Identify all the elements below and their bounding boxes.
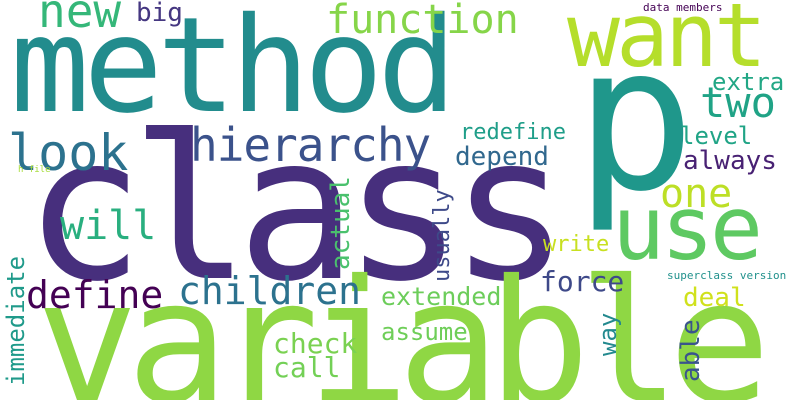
word-look: look [8, 124, 129, 182]
word-always: always [683, 146, 777, 176]
word-method: method [10, 0, 457, 143]
word-level: level [680, 122, 753, 150]
word-define: define [26, 273, 164, 317]
word-check: check [273, 327, 358, 360]
word-children: children [178, 269, 362, 313]
word-redefine: redefine [460, 120, 566, 145]
word-class: class [24, 93, 570, 326]
word-data-members: data members [643, 1, 723, 14]
word-one: one [660, 171, 733, 217]
word-two: two [700, 78, 776, 127]
word-call: call [273, 351, 341, 384]
word-way: way [594, 312, 622, 356]
word-p: p [575, 3, 696, 236]
word-assume: assume [381, 318, 468, 346]
word-new: new [38, 0, 122, 38]
word-force: force [540, 265, 625, 298]
word-deal: deal [683, 283, 746, 313]
word-immediate: immediate [2, 255, 30, 386]
word-write: write [543, 232, 610, 257]
word-extended: extended [381, 282, 502, 311]
word-extra: extra [712, 68, 785, 96]
word-usually: usually [430, 189, 455, 282]
word-superclass-version: superclass version [667, 269, 787, 282]
word-big: big [136, 0, 183, 28]
word-use: use [612, 177, 763, 280]
word-able: able [676, 319, 706, 382]
word-depend: depend [455, 142, 549, 172]
word-actual: actual [326, 176, 356, 270]
word-hierarchy: hierarchy [190, 118, 431, 172]
word-want: want [567, 0, 767, 87]
word-h-file: h file [18, 165, 51, 175]
word-variable: variable [36, 244, 771, 400]
word-function: function [326, 0, 519, 43]
word-will: will [60, 203, 157, 249]
